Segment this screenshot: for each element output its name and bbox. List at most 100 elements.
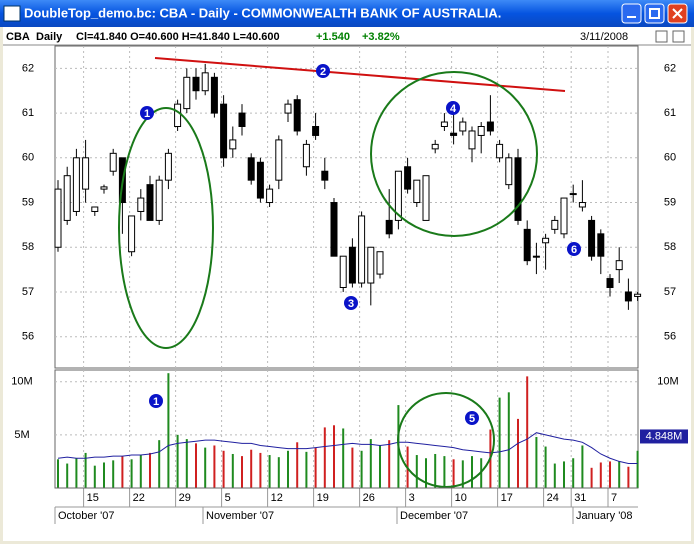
x-tick-label: 3 [409, 492, 415, 504]
change-pct: +3.82% [362, 31, 400, 43]
candle-body [569, 193, 577, 196]
candle-body [183, 76, 191, 110]
volume-bar [425, 458, 427, 488]
candle-body [63, 175, 71, 221]
y-tick-label: 59 [22, 196, 34, 208]
candle-body [164, 152, 172, 181]
annotation-badge [446, 101, 460, 115]
volume-marker [640, 429, 688, 444]
candle-body [201, 72, 209, 92]
volume-bar [57, 459, 59, 488]
candle-body [413, 179, 421, 204]
volume-bar [103, 462, 105, 488]
candle-body [486, 121, 494, 132]
title-bar [0, 0, 694, 27]
candle-body [578, 202, 586, 208]
candle-body [404, 166, 412, 190]
volume-bar [517, 418, 519, 488]
panel-button[interactable] [672, 30, 685, 43]
x-tick-label: 29 [179, 492, 191, 504]
candle-body [477, 126, 485, 136]
candle-body [440, 121, 448, 128]
volume-bar [66, 463, 69, 488]
minimize-button[interactable] [621, 3, 642, 24]
highlight-ellipse [397, 392, 495, 488]
candle-body [330, 202, 338, 257]
candle-body [394, 170, 402, 221]
volume-bar [461, 460, 464, 488]
volume-bar [241, 456, 243, 488]
x-tick-label: 7 [611, 492, 617, 504]
candle-body [312, 126, 320, 136]
annotation-label: 2 [320, 66, 326, 78]
x-tick-label: 12 [271, 492, 283, 504]
volume-bar [636, 450, 639, 488]
candle-body [532, 255, 540, 258]
y-tick-label: 62 [22, 62, 34, 74]
candle-body [505, 157, 513, 186]
y-tick-label: 10M [11, 376, 32, 388]
annotation-badge [316, 64, 330, 78]
volume-bar [333, 425, 335, 488]
volume-bar [360, 450, 363, 488]
volume-bar [222, 450, 225, 488]
y-tick-label-right: 10M [657, 376, 678, 388]
maximize-button[interactable] [644, 3, 665, 24]
y-tick-label-right: 58 [664, 241, 676, 253]
x-tick-label: 22 [133, 492, 145, 504]
volume-bar [314, 447, 317, 488]
candle-body [606, 278, 614, 288]
annotation-badge [344, 296, 358, 310]
annotation-badge [567, 242, 581, 256]
change: +1.540 [316, 31, 350, 43]
month-label: November '07 [206, 510, 274, 522]
x-tick-label: 24 [547, 492, 559, 504]
volume-bar [213, 445, 216, 488]
volume-bar [84, 452, 87, 488]
volume-bar [434, 453, 437, 488]
volume-marker-label: 4.848M [646, 430, 683, 442]
candle-body [192, 76, 200, 92]
annotation-badge [465, 411, 479, 425]
volume-bar [231, 453, 234, 488]
app-icon [3, 5, 21, 22]
y-tick-label-right: 62 [664, 62, 676, 74]
date: 3/11/2008 [580, 31, 628, 43]
panel-button[interactable] [655, 30, 668, 43]
volume-bar [443, 456, 446, 488]
candle-body [385, 219, 393, 235]
candle-body [514, 157, 522, 221]
annotation-label: 1 [153, 396, 159, 408]
volume-bar [581, 445, 584, 488]
volume-bar [498, 397, 501, 488]
volume-bar [553, 463, 556, 488]
volume-bar [323, 427, 326, 488]
volume-bar [369, 439, 372, 488]
month-label: December '07 [400, 510, 468, 522]
volume-bar [627, 466, 630, 488]
candle-body [348, 246, 356, 284]
volume-bar [590, 467, 593, 488]
candle-body [293, 99, 301, 132]
y-tick-label: 5M [14, 429, 29, 441]
candle-body [468, 130, 476, 150]
volume-bar [342, 428, 345, 488]
y-tick-label-right: 61 [664, 107, 676, 119]
highlight-ellipse [370, 71, 538, 237]
candle-body [551, 219, 559, 230]
y-tick-label-right: 60 [664, 152, 676, 164]
candle-body [247, 157, 255, 181]
highlight-ellipse [118, 107, 214, 349]
candle-body [358, 215, 366, 284]
candle-body [256, 161, 264, 199]
trendline [154, 57, 566, 92]
volume-bar [75, 458, 78, 488]
y-tick-label-right: 57 [664, 286, 676, 298]
candle-body [54, 188, 62, 248]
candle-body [588, 219, 596, 257]
candle-body [109, 152, 117, 172]
candle-body [82, 157, 90, 190]
y-tick-label: 60 [22, 152, 34, 164]
x-tick-label: 5 [225, 492, 231, 504]
